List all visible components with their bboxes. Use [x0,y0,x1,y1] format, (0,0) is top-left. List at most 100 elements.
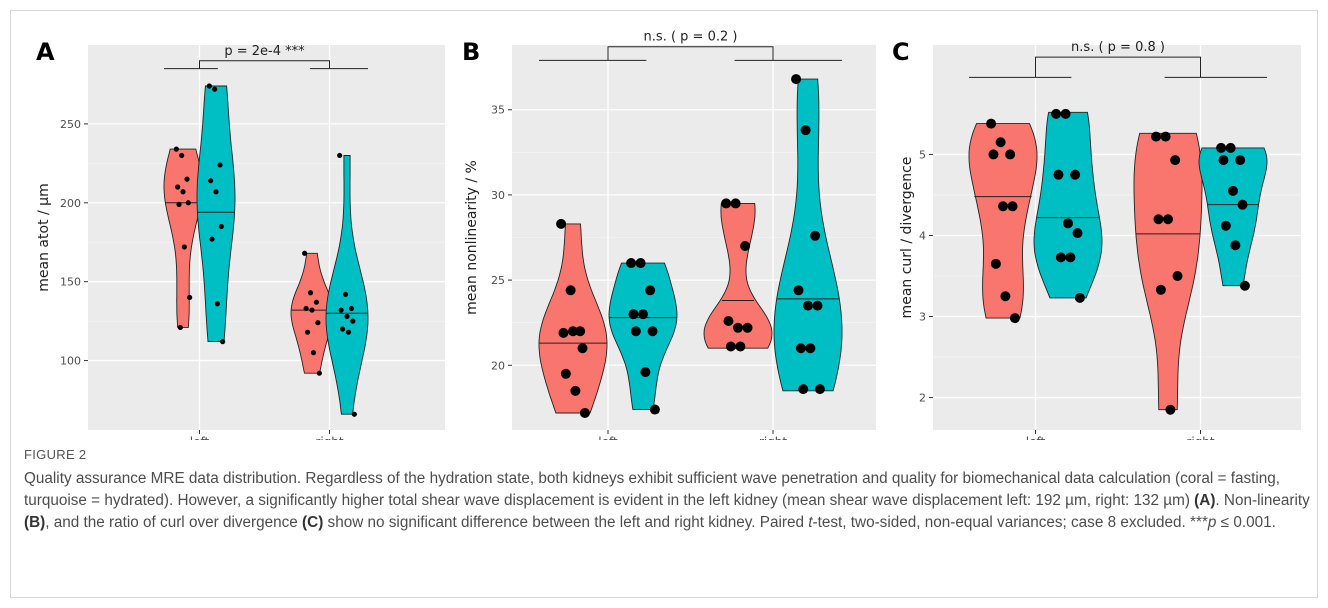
data-point [814,384,825,395]
data-point [640,367,651,378]
data-point [740,241,751,252]
violin-hydrated-left [1033,111,1103,299]
data-point [342,291,349,297]
data-point [800,125,811,136]
data-point [1225,142,1236,153]
data-point [307,290,314,296]
data-point [793,285,804,296]
data-point [208,178,214,184]
data-point [1239,280,1250,291]
panel-b: 20 25 30 35 left right mean nonlinearity / % Bn… [462,30,876,440]
data-point [345,329,352,335]
x-tick-label: right [315,435,343,440]
violin-hydrated-right [325,155,369,415]
data-point [1000,291,1011,302]
data-point [351,411,357,417]
data-point [348,305,355,312]
bracket-connector [607,46,774,61]
caption-part: ≤ 0.001. [1216,514,1276,531]
data-point [560,368,571,379]
data-point [721,198,732,209]
data-point [217,162,223,168]
figure-label: FIGURE 2 [24,447,87,462]
data-point [803,300,813,311]
data-point [1055,252,1066,263]
data-point [1228,185,1238,196]
data-point [723,315,734,326]
caption-part: show no significant difference between t… [323,514,809,531]
data-point [213,189,219,195]
data-point [579,407,590,418]
data-point [309,307,315,313]
y-tick-label: 200 [60,197,81,210]
data-point [995,137,1006,148]
data-point [990,258,1001,269]
data-point [187,294,193,301]
violin-fasting-left [163,148,203,328]
x-tick-label: right [759,435,787,440]
data-point [337,152,343,159]
figure-frame [10,10,1318,598]
data-point [185,200,191,206]
data-point [558,327,569,338]
data-point [795,343,806,354]
data-point [1216,142,1227,153]
data-point [565,285,576,296]
y-tick-label: 150 [60,276,81,289]
caption-ref-b: (B) [24,514,46,531]
data-point [1060,108,1071,119]
data-point [575,326,586,337]
data-point [730,198,741,209]
data-point [725,341,736,352]
y-axis-label: mean atot / µm [36,183,52,291]
data-point [570,385,581,396]
bracket-label: n.s. ( p = 0.8 ) [1071,40,1165,55]
data-point [998,201,1008,212]
caption-italic-p: p [1207,514,1217,531]
data-point [176,201,182,207]
data-point [628,309,639,320]
y-tick-label: 30 [491,189,505,202]
data-point [626,258,637,269]
caption-part: , and the ratio of curl over divergence [45,514,303,531]
y-tick-label: 35 [491,104,505,117]
data-point [1218,155,1229,166]
data-point [986,118,997,129]
data-point [313,299,320,305]
data-point [649,404,660,415]
data-point [812,300,823,311]
caption-text: Quality assurance MRE data distribution.… [24,468,1314,534]
violin-hydrated-right [1198,147,1268,287]
data-point [1172,271,1183,281]
data-point [1063,218,1073,229]
y-tick-label: 2 [919,392,926,405]
data-point [1005,149,1016,160]
caption-part: -test, two-sided, non-equal variances; c… [812,514,1208,531]
data-point [1009,313,1020,324]
panel-label: C [892,38,910,66]
x-tick-label: left [598,435,618,440]
data-point [1230,240,1241,251]
data-point [303,305,309,312]
data-point [1163,214,1173,225]
data-point [577,343,588,354]
data-point [1074,292,1085,303]
data-point [1155,284,1166,295]
violin-hydrated-left [196,85,236,343]
panel-a: 100 150 200 250 left right mean atot / µm Ap = … [36,38,445,440]
panel-c: 2 3 4 5 left right mean curl / divergence Cn.s.… [892,38,1301,440]
y-tick-label: 100 [60,355,81,368]
data-point [310,350,317,356]
data-point [791,74,802,85]
data-point [798,384,809,395]
data-point [647,326,658,337]
bracket-label: p = 2e-4 *** [224,44,305,59]
data-point [733,322,743,333]
data-point [179,152,185,159]
data-point [1065,252,1076,263]
y-tick-label: 250 [60,118,81,131]
figure-caption: FIGURE 2 Quality assurance MRE data dist… [24,447,1314,534]
data-point [1151,131,1162,142]
data-point [988,149,999,160]
data-point [175,184,181,190]
